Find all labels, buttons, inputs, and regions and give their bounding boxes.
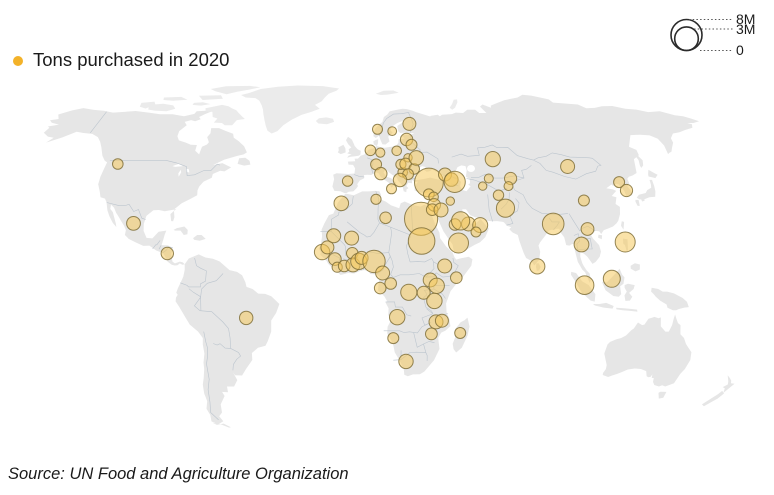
svg-text:8M: 8M (736, 11, 755, 27)
svg-text:0: 0 (736, 42, 744, 58)
svg-text:3M: 3M (736, 21, 755, 37)
svg-text:Tons purchased in 2020: Tons purchased in 2020 (33, 49, 229, 70)
svg-text:Source: UN Food and Agricultur: Source: UN Food and Agriculture Organiza… (8, 465, 349, 483)
